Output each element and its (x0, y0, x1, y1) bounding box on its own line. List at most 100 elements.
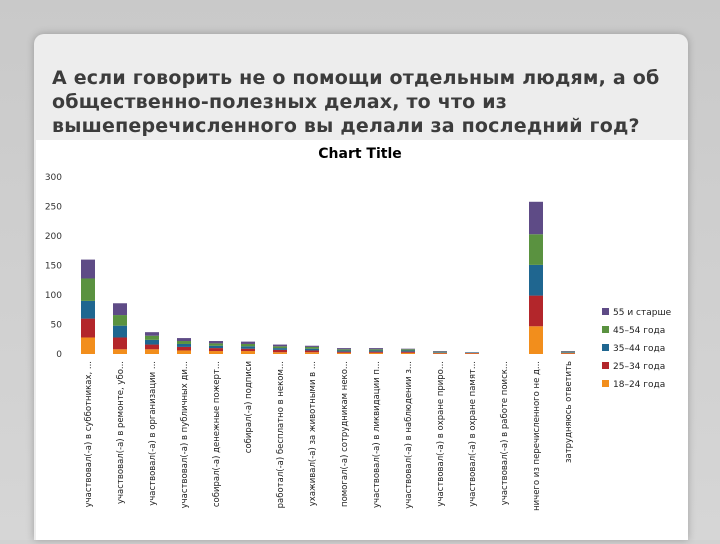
bar-segment (209, 341, 223, 344)
bar-segment (145, 335, 159, 340)
legend-label: 35–44 года (613, 344, 665, 354)
bar-segment (145, 349, 159, 354)
bar-segment (81, 259, 95, 279)
chart-title: Chart Title (318, 146, 402, 162)
legend-swatch (602, 326, 609, 333)
legend-swatch (602, 362, 609, 369)
chart-area: Chart Title 0 50 100 150 200 250 300 участвова… (36, 140, 688, 540)
bar-segment (305, 348, 319, 351)
bar-segment (529, 264, 543, 296)
x-tick-label: участвовал(-а) в наблюдении з... (404, 361, 414, 509)
bar-segment (401, 348, 415, 350)
bar-segment (433, 351, 447, 352)
bar-segment (561, 351, 575, 352)
x-tick-label: участвовал(-а) в охране приро... (436, 361, 446, 507)
bar-segment (305, 345, 319, 347)
legend-swatch (602, 344, 609, 351)
bar-segment (145, 332, 159, 336)
x-tick-label: ничего из перечисленного не д... (532, 361, 542, 511)
bar-segment (209, 351, 223, 354)
bar-segment (433, 352, 447, 353)
bar-segment (401, 352, 415, 354)
bar-segment (433, 352, 447, 354)
bar-segment (433, 351, 447, 353)
x-tick-label: участвовал(-а) в охране памят... (468, 361, 478, 507)
bar-segment (369, 349, 383, 351)
bar-segment (401, 351, 415, 353)
bar-segment (561, 353, 575, 354)
bar-segment (241, 341, 255, 344)
bar-segment (209, 345, 223, 349)
stacked-bar-chart: Chart Title 0 50 100 150 200 250 300 участвова… (45, 146, 672, 511)
x-tick-label: ухаживал(-а) за животными в ... (308, 361, 318, 506)
bar-segment (273, 344, 287, 347)
bar-segment (401, 349, 415, 351)
bar-segment (145, 339, 159, 345)
x-tick-label: участвовал(-а) в публичных ди... (180, 361, 190, 508)
legend: 55 и старше 45–54 года 35–44 года 25–34 год… (602, 308, 672, 390)
x-tick-label: затрудняюсь ответить (564, 361, 574, 463)
bar-segment (177, 338, 191, 342)
y-tick-label: 0 (56, 350, 62, 360)
bar-segment (241, 346, 255, 349)
bar-segment (529, 326, 543, 354)
y-tick-label: 50 (51, 321, 63, 331)
x-tick-label: участвовал(-а) в работе поиск... (500, 361, 510, 505)
bar-segment (337, 351, 351, 353)
bar-segment (337, 352, 351, 354)
bar-segment (337, 350, 351, 352)
bar-segment (241, 348, 255, 352)
y-tick-label: 200 (45, 232, 62, 242)
x-tick-label: участвовал(-а) в ремонте, убо... (116, 361, 126, 504)
legend-label: 25–34 года (613, 362, 665, 372)
bar-segment (529, 295, 543, 327)
x-tick-label: собирал(-а) подписи (244, 361, 254, 453)
bar-segment (81, 278, 95, 301)
bar-segment (113, 337, 127, 350)
bar-segment (337, 348, 351, 350)
x-tick-label: работал(-а) бесплатно в неком... (276, 361, 286, 508)
x-tick-label: участвовал(-а) в ликвидации п... (372, 361, 382, 508)
bar-segment (273, 346, 287, 349)
bar-segment (177, 341, 191, 344)
y-tick-label: 150 (45, 262, 62, 272)
legend-label: 45–54 года (613, 326, 665, 336)
x-tick-label: участвовал(-а) в субботниках, ... (84, 361, 94, 507)
legend-swatch (602, 308, 609, 315)
bar-segment (113, 315, 127, 326)
bar-segment (273, 352, 287, 354)
bar-segment (305, 346, 319, 349)
bar-segment (273, 349, 287, 353)
bar-segment (209, 348, 223, 352)
bar-segment (177, 346, 191, 351)
x-tick-label: помогал(-а) сотрудникам неко... (340, 361, 350, 507)
bar-segment (369, 352, 383, 354)
y-axis: 0 50 100 150 200 250 300 (45, 173, 62, 360)
bar-segment (529, 201, 543, 235)
x-tick-label: участвовал(-а) в организации ... (148, 361, 158, 506)
bars (81, 201, 575, 354)
bar-segment (145, 344, 159, 350)
x-axis-labels: участвовал(-а) в субботниках, ... участво… (84, 361, 574, 511)
y-tick-label: 300 (45, 173, 62, 183)
bar-segment (81, 318, 95, 338)
bar-segment (369, 350, 383, 352)
bar-segment (465, 352, 479, 354)
bar-segment (241, 343, 255, 347)
bar-segment (561, 351, 575, 353)
legend-swatch (602, 380, 609, 387)
bar-segment (369, 348, 383, 350)
legend-label: 55 и старше (613, 308, 672, 318)
bar-segment (273, 348, 287, 350)
bar-segment (81, 337, 95, 354)
bar-segment (177, 350, 191, 354)
legend-label: 18–24 года (613, 380, 665, 390)
bar-segment (305, 350, 319, 353)
bar-segment (113, 303, 127, 316)
bar-segment (81, 300, 95, 319)
bar-segment (241, 351, 255, 354)
bar-segment (369, 351, 383, 353)
bar-segment (401, 350, 415, 352)
bar-segment (529, 234, 543, 265)
